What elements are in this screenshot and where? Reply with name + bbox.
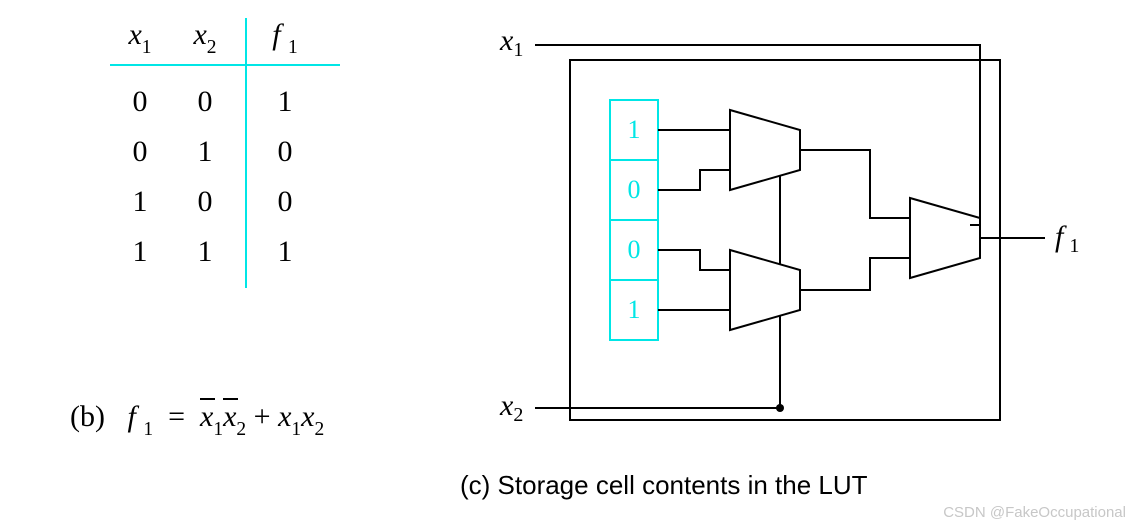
cell: 1 [110, 235, 170, 269]
cell: 0 [240, 135, 330, 169]
eq-t2a-sub: 1 [291, 419, 301, 440]
table-row: 0 0 1 [110, 77, 370, 127]
hdr-f-space [281, 18, 289, 51]
hdr-x1: x [128, 18, 141, 51]
table-row: 0 1 0 [110, 127, 370, 177]
cell: 0 [110, 85, 170, 119]
hdr-f: f [272, 18, 280, 51]
eq-t2b-sub: 2 [314, 419, 324, 440]
eq-f-sub: 1 [143, 419, 153, 440]
eq-t1a: x [200, 400, 213, 433]
cell: 1 [170, 235, 240, 269]
storage-cells: 1 0 0 1 [610, 100, 658, 340]
mux-top [730, 110, 800, 190]
eq-eq: = [168, 400, 185, 433]
svg-text:1: 1 [628, 295, 641, 324]
cell: 0 [170, 85, 240, 119]
tt-vrule [245, 18, 247, 288]
truth-table: x1 x2 f 1 0 0 1 0 1 0 1 0 0 1 1 1 [110, 18, 370, 277]
mux-final [910, 198, 980, 278]
cell: 0 [240, 185, 330, 219]
hdr-x1-sub: 1 [142, 37, 152, 58]
hdr-f-sub: 1 [288, 37, 298, 58]
f1-label: f 1 [1055, 220, 1079, 257]
eq-plus: + [254, 400, 271, 433]
eq-f: f [127, 400, 135, 433]
cell: 0 [110, 135, 170, 169]
hdr-x2-sub: 2 [207, 37, 217, 58]
table-row: 1 1 1 [110, 227, 370, 277]
x2-label: x2 [499, 389, 523, 426]
watermark: CSDN @FakeOccupational [943, 504, 1126, 521]
eq-t2a: x [278, 400, 291, 433]
eq-t1b-sub: 2 [236, 419, 246, 440]
cell: 1 [110, 185, 170, 219]
cell: 0 [170, 185, 240, 219]
eq-t2b: x [301, 400, 314, 433]
cell: 1 [240, 235, 330, 269]
svg-text:0: 0 [628, 235, 641, 264]
svg-text:1: 1 [628, 115, 641, 144]
cell: 1 [240, 85, 330, 119]
tt-hrule [110, 64, 340, 66]
eq-t1b: x [223, 400, 236, 433]
equation: (b) f 1 = x1x2 + x1x2 [70, 400, 324, 439]
mux-bottom [730, 250, 800, 330]
hdr-x2: x [193, 18, 206, 51]
eq-t1a-sub: 1 [213, 419, 223, 440]
table-row: 1 0 0 [110, 177, 370, 227]
cell: 1 [170, 135, 240, 169]
caption-c: (c) Storage cell contents in the LUT [460, 470, 868, 501]
svg-text:0: 0 [628, 175, 641, 204]
lut-diagram: x1 x2 1 0 0 1 f 1 [480, 20, 1100, 450]
x1-label: x1 [499, 24, 523, 61]
eq-label: (b) [70, 400, 105, 433]
